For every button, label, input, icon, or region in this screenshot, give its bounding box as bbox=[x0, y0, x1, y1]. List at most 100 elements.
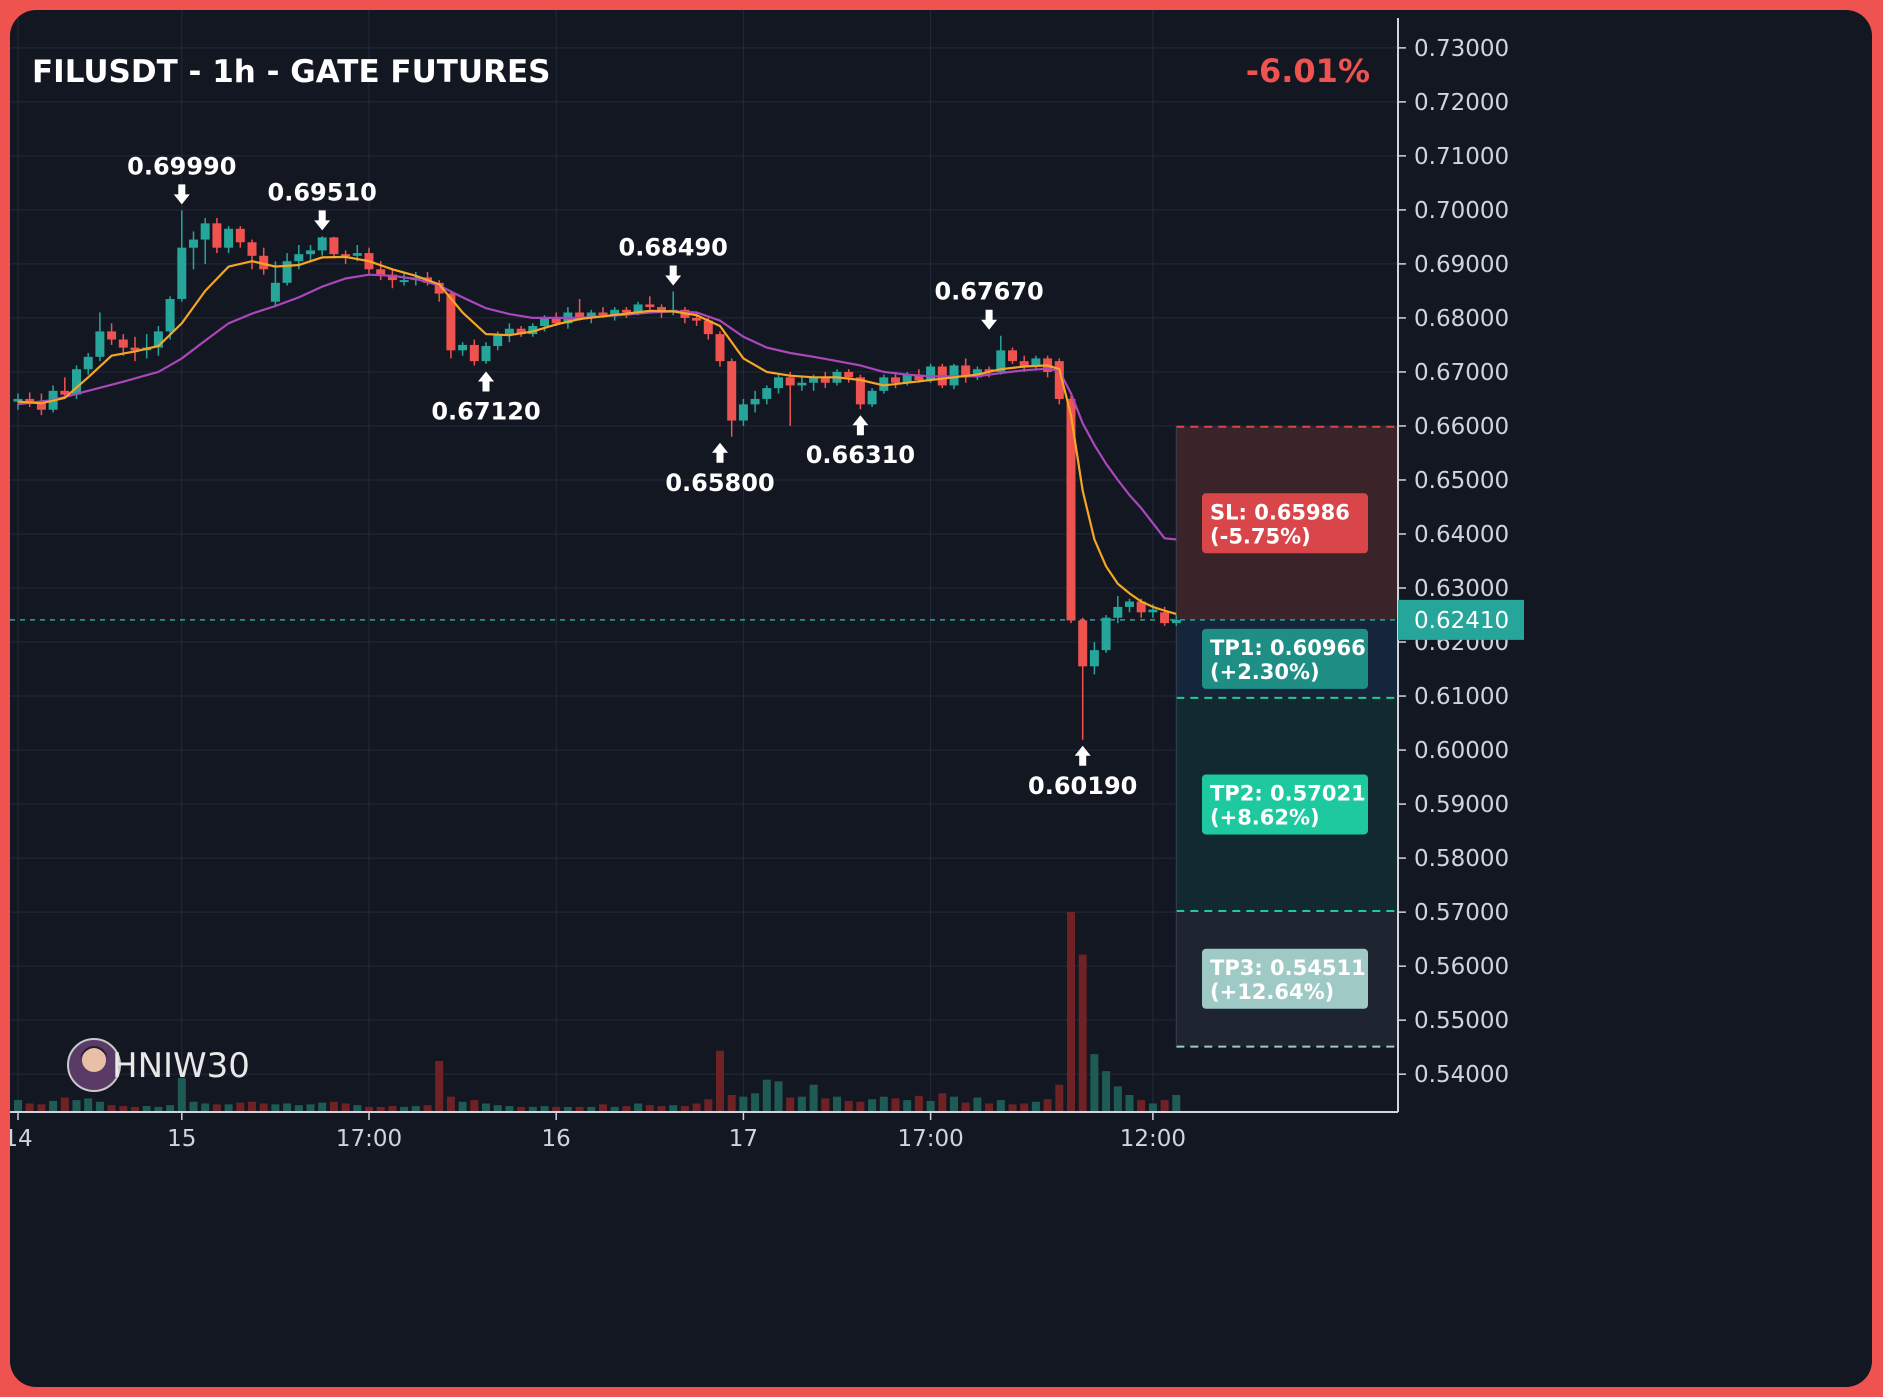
candle-body bbox=[60, 390, 70, 395]
volume-bar bbox=[95, 1101, 104, 1112]
candle-body bbox=[177, 247, 187, 300]
candle bbox=[680, 307, 690, 324]
volume-bar bbox=[189, 1101, 198, 1112]
candle bbox=[306, 244, 315, 262]
candle bbox=[645, 296, 655, 310]
volume-bar bbox=[996, 1100, 1005, 1112]
tp2-label: TP2: 0.57021(+8.62%) bbox=[1202, 774, 1368, 835]
volume-bar bbox=[961, 1102, 970, 1112]
candle-body bbox=[575, 312, 585, 318]
candle bbox=[879, 374, 889, 394]
candle-body bbox=[224, 228, 234, 248]
ema-fast-line bbox=[17, 255, 1177, 615]
candle bbox=[189, 231, 198, 270]
volume-bar bbox=[1160, 1100, 1169, 1112]
candle-body bbox=[610, 309, 620, 316]
annotation: 0.67120 bbox=[431, 371, 541, 425]
candle-body bbox=[703, 320, 713, 335]
annotation: 0.60190 bbox=[1028, 745, 1137, 800]
y-tick-label: 0.64000 bbox=[1414, 522, 1509, 548]
candle bbox=[282, 253, 292, 286]
volume-bar bbox=[587, 1106, 596, 1112]
candle-body bbox=[879, 377, 889, 391]
candle bbox=[1031, 355, 1041, 370]
volume-bar bbox=[528, 1106, 537, 1112]
volume-bar bbox=[739, 1096, 748, 1112]
sl-label-line2: (-5.75%) bbox=[1210, 524, 1311, 548]
candle bbox=[762, 385, 772, 405]
volume-bar bbox=[891, 1098, 900, 1112]
y-tick-label: 0.61000 bbox=[1414, 684, 1509, 710]
annotation-label: 0.69510 bbox=[268, 178, 377, 206]
candle-body bbox=[1113, 606, 1123, 618]
volume-bar bbox=[166, 1105, 175, 1112]
candle-body bbox=[1089, 650, 1099, 667]
moving-averages bbox=[17, 255, 1177, 615]
change-percent: -6.01% bbox=[1246, 52, 1370, 90]
candle bbox=[528, 323, 538, 337]
candle-body bbox=[446, 293, 456, 351]
x-tick-label: 17:00 bbox=[336, 1126, 402, 1152]
candle-body bbox=[1171, 619, 1181, 624]
candle bbox=[1054, 358, 1064, 405]
volume-bar bbox=[60, 1097, 69, 1112]
volume-bar bbox=[1148, 1103, 1157, 1112]
y-tick-label: 0.69000 bbox=[1414, 252, 1509, 278]
volume-bar bbox=[72, 1100, 81, 1112]
watermark-text: HNIW30 bbox=[112, 1046, 250, 1086]
candle-body bbox=[200, 223, 210, 240]
candle-body bbox=[212, 223, 222, 248]
volume-bar bbox=[505, 1106, 514, 1112]
x-tick-label: 15 bbox=[167, 1126, 196, 1152]
volume-bar bbox=[610, 1106, 619, 1112]
volume-bar bbox=[470, 1100, 479, 1112]
annotation-label: 0.69990 bbox=[127, 152, 236, 180]
volume-bar bbox=[259, 1103, 268, 1112]
sl-label: SL: 0.65986(-5.75%) bbox=[1202, 493, 1368, 554]
volume-bar bbox=[797, 1096, 806, 1112]
volume-bar bbox=[458, 1101, 467, 1112]
volume-bar bbox=[809, 1084, 818, 1112]
candle-body bbox=[1136, 601, 1146, 613]
trade-level-labels: SL: 0.65986(-5.75%)TP1: 0.60966(+2.30%)T… bbox=[1202, 493, 1368, 1009]
tp3-label: TP3: 0.54511(+12.64%) bbox=[1202, 948, 1368, 1009]
volume-bar bbox=[493, 1105, 502, 1112]
volume-bar bbox=[1137, 1100, 1146, 1112]
volume-bar bbox=[341, 1103, 350, 1112]
candle-body bbox=[1078, 620, 1088, 667]
candle bbox=[142, 334, 152, 359]
tp3-label-box bbox=[1202, 948, 1368, 1009]
candle-body bbox=[1066, 398, 1076, 621]
volume-bar bbox=[1067, 912, 1075, 1112]
volume-bar bbox=[107, 1105, 116, 1112]
candle bbox=[750, 390, 760, 413]
volume-bar bbox=[657, 1106, 666, 1112]
volume-bar bbox=[762, 1079, 771, 1112]
y-tick-label: 0.55000 bbox=[1414, 1008, 1509, 1034]
volume-bar bbox=[645, 1105, 654, 1112]
candle-body bbox=[551, 317, 561, 324]
candle-body bbox=[738, 404, 748, 421]
y-tick-label: 0.59000 bbox=[1414, 792, 1509, 818]
volume-bar bbox=[1113, 1086, 1122, 1112]
y-tick-label: 0.68000 bbox=[1414, 306, 1509, 332]
candle-body bbox=[235, 228, 245, 243]
candle-body bbox=[294, 254, 304, 262]
candle bbox=[247, 239, 257, 270]
volume-bar bbox=[704, 1099, 713, 1112]
candle-body bbox=[399, 280, 409, 283]
candle-body bbox=[621, 309, 631, 313]
candle-body bbox=[95, 331, 105, 357]
tp2-label-line2: (+8.62%) bbox=[1210, 805, 1320, 829]
arrow-down-icon bbox=[173, 184, 190, 205]
candle-body bbox=[282, 261, 292, 283]
volume-bar bbox=[985, 1103, 994, 1112]
candle-body bbox=[434, 282, 444, 294]
candle-body bbox=[1148, 609, 1158, 613]
tp1-label-box bbox=[1202, 628, 1368, 689]
volume-bar bbox=[669, 1105, 678, 1112]
volume-bar bbox=[248, 1101, 256, 1112]
candle bbox=[738, 398, 748, 426]
sl-label-box bbox=[1202, 493, 1368, 554]
candle-body bbox=[984, 369, 994, 372]
